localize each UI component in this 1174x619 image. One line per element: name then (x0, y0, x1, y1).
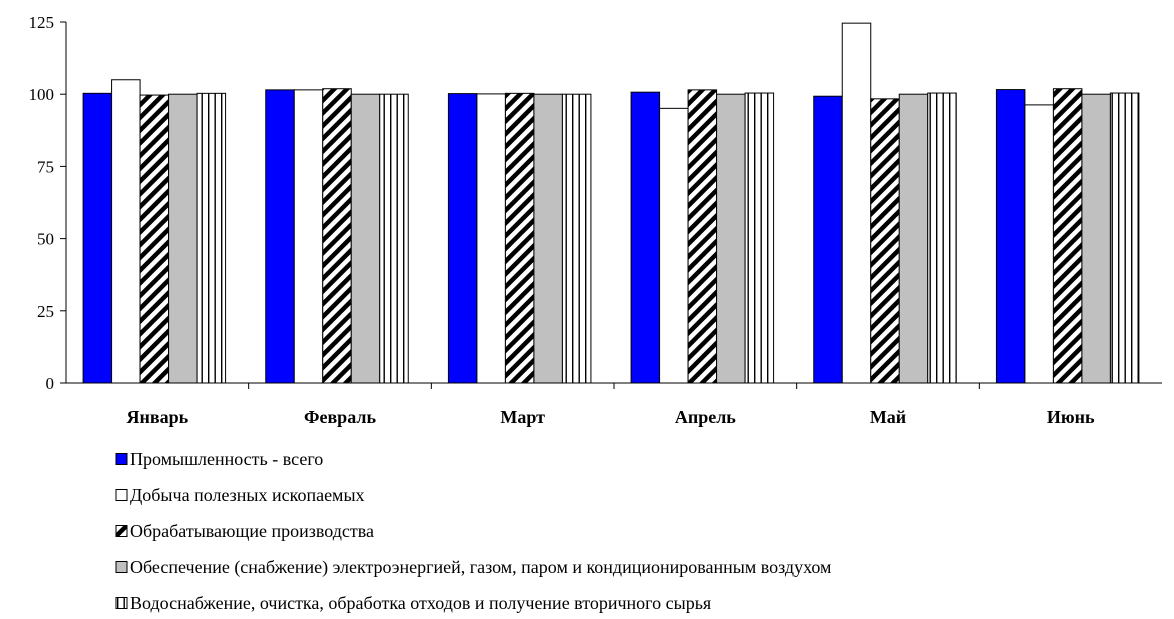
bar (111, 79, 141, 384)
bar (447, 93, 478, 384)
bar (322, 88, 352, 384)
bar (1081, 93, 1111, 384)
bar (995, 89, 1026, 384)
y-tick-label: 25 (37, 302, 54, 321)
y-tick-label: 125 (29, 13, 55, 32)
bar (687, 89, 718, 384)
legend-swatch (115, 489, 128, 501)
bar (841, 22, 872, 384)
bar (1109, 92, 1140, 384)
bar (265, 89, 295, 384)
x-category-label: Апрель (675, 407, 736, 427)
bar (196, 92, 227, 384)
bar (1024, 104, 1054, 384)
x-category-label: Март (500, 407, 545, 427)
legend-swatch (115, 525, 128, 537)
bar (744, 92, 775, 384)
legend-swatch (115, 453, 128, 465)
legend-swatch (115, 597, 128, 609)
bar (716, 93, 746, 384)
y-tick-label: 0 (46, 374, 55, 393)
bar (813, 95, 843, 384)
legend-label: Добыча полезных ископаемых (130, 485, 365, 505)
bar (476, 93, 506, 384)
legend-label: Обрабатывающие производства (130, 521, 374, 541)
axes (60, 21, 1162, 389)
bar (82, 92, 113, 384)
bar (139, 94, 170, 384)
bar (561, 93, 592, 384)
bar (1052, 88, 1083, 384)
legend-label: Промышленность - всего (130, 449, 323, 469)
y-tick-label: 100 (29, 85, 55, 104)
legend: Промышленность - всего Добыча полезных ис… (115, 449, 831, 613)
y-tick-label: 75 (37, 157, 54, 176)
x-category-label: Июнь (1047, 407, 1095, 427)
bar (168, 93, 198, 384)
x-category-label: Январь (127, 407, 189, 427)
y-tick-label: 50 (37, 230, 54, 249)
bar (533, 93, 563, 384)
legend-label: Водоснабжение, очистка, обработка отходо… (130, 593, 711, 613)
bar (504, 92, 535, 384)
axis-labels: 0 25 50 75 100 125 Январь Февраль Март Апрель Май И… (29, 13, 1095, 427)
legend-swatch (115, 561, 128, 573)
x-category-label: Май (870, 407, 906, 427)
bars (82, 22, 1140, 384)
bar (870, 98, 900, 384)
bar (350, 93, 381, 384)
x-category-label: Февраль (304, 407, 376, 427)
bar (379, 93, 409, 384)
bar (898, 93, 929, 384)
legend-label: Обеспечение (снабжение) электроэнергией,… (130, 557, 831, 578)
bar (659, 107, 689, 384)
bar (630, 91, 661, 384)
bar (927, 92, 957, 384)
bar (293, 89, 324, 384)
